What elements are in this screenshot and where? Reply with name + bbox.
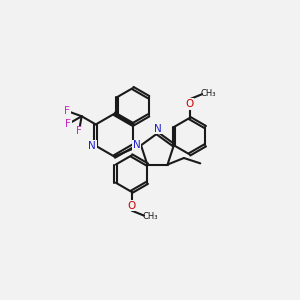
Text: N: N [154,124,161,134]
Text: N: N [88,141,96,151]
Text: CH₃: CH₃ [142,212,158,221]
Text: N: N [133,141,140,151]
Text: N: N [133,140,140,150]
Text: O: O [185,99,194,109]
Text: CH₃: CH₃ [200,89,216,98]
Text: F: F [64,106,70,116]
Text: F: F [76,127,82,136]
Text: F: F [65,119,71,129]
Text: O: O [128,201,136,211]
